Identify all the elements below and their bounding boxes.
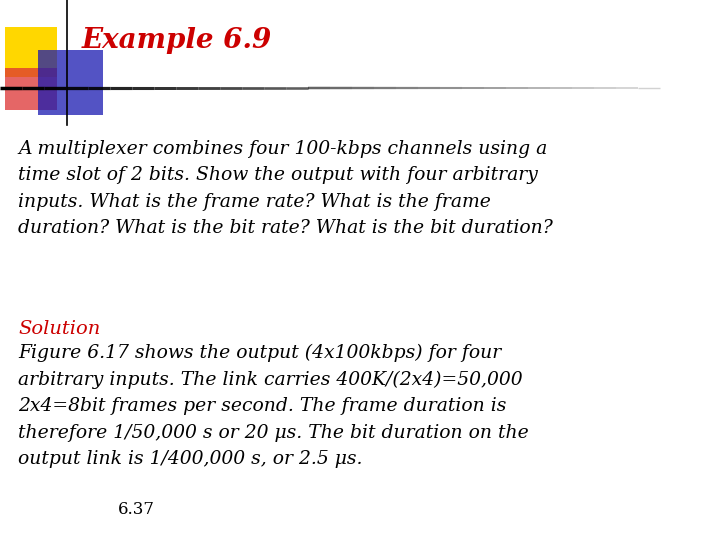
Text: 6.37: 6.37 [118, 501, 155, 518]
Text: A multiplexer combines four 100-kbps channels using a
time slot of 2 bits. Show : A multiplexer combines four 100-kbps cha… [18, 140, 553, 237]
Text: Example 6.9: Example 6.9 [82, 26, 272, 53]
Bar [5, 27, 57, 77]
Bar [5, 68, 57, 110]
Text: Figure 6.17 shows the output (4x100kbps) for four
arbitrary inputs. The link car: Figure 6.17 shows the output (4x100kbps)… [18, 344, 528, 468]
Text: Solution: Solution [18, 320, 100, 338]
Bar [38, 50, 103, 115]
